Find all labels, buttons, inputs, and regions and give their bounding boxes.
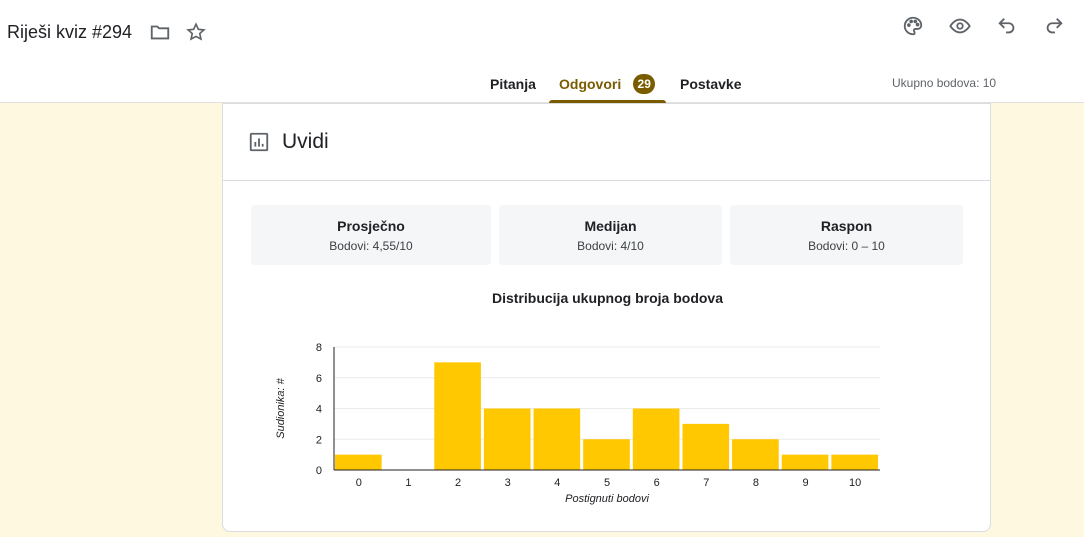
- chart-y-tick-label: 8: [316, 342, 322, 354]
- total-points: Ukupno bodova: 10: [892, 76, 997, 90]
- top-bar: Riješi kviz #294 Pitanja Odgovori 29: [0, 0, 1084, 103]
- stat-median-value: Bodovi: 4/10: [577, 238, 644, 253]
- chart-bar[interactable]: [583, 439, 630, 470]
- stat-range: Raspon Bodovi: 0 – 10: [730, 205, 963, 265]
- chart-bar[interactable]: [632, 408, 680, 471]
- score-distribution-chart: 0 2 4 6 8 0 1 2 3 4 5 6 7 8 9 10 Sudionika: # Postignu…: [275, 342, 880, 505]
- stat-median-label: Medijan: [584, 217, 637, 234]
- chart-x-tick-label: 9: [802, 477, 808, 489]
- tab-questions-label: Pitanja: [490, 75, 536, 92]
- insights-chart-icon: [248, 131, 270, 153]
- redo-icon[interactable]: [1042, 14, 1066, 38]
- insights-header: Uvidi: [223, 104, 990, 181]
- chart-y-ticks: 0 2 4 6 8: [316, 342, 322, 477]
- chart-y-axis-label: Sudionika: #: [275, 377, 287, 438]
- chart-y-tick-label: 0: [316, 465, 322, 477]
- stat-average: Prosječno Bodovi: 4,55/10: [251, 205, 491, 265]
- chart-x-tick-label: 5: [604, 477, 610, 489]
- tab-settings-label: Postavke: [680, 75, 742, 92]
- tab-questions[interactable]: Pitanja: [490, 66, 536, 103]
- chart-x-tick-label: 7: [703, 477, 709, 489]
- chart-y-tick-label: 6: [316, 373, 322, 385]
- title-row: Riješi kviz #294: [7, 20, 208, 44]
- star-icon[interactable]: [184, 20, 208, 44]
- chart-bar[interactable]: [483, 408, 531, 471]
- chart-bar[interactable]: [682, 423, 730, 470]
- chart-bar[interactable]: [434, 362, 481, 470]
- chart-x-tick-label: 2: [455, 477, 461, 489]
- stat-range-value: Bodovi: 0 – 10: [808, 238, 885, 253]
- chart-x-axis-label: Postignuti bodovi: [565, 493, 649, 505]
- stat-median: Medijan Bodovi: 4/10: [499, 205, 722, 265]
- insights-title: Uvidi: [282, 130, 329, 153]
- chart-x-tick-label: 1: [405, 477, 411, 489]
- toolbar-actions: [878, 14, 1066, 38]
- responses-count-badge: 29: [633, 73, 656, 94]
- chart-y-tick-label: 4: [316, 404, 322, 416]
- chart-bar[interactable]: [831, 454, 878, 470]
- chart-bar[interactable]: [533, 408, 581, 471]
- chart-x-tick-label: 3: [505, 477, 511, 489]
- tab-settings[interactable]: Postavke: [680, 66, 741, 103]
- chart-x-tick-label: 10: [849, 477, 861, 489]
- chart-bars: [335, 362, 878, 470]
- chart-x-tick-label: 8: [753, 477, 759, 489]
- eye-icon[interactable]: [948, 14, 972, 38]
- stats-row: Prosječno Bodovi: 4,55/10 Medijan Bodovi…: [251, 205, 963, 265]
- tab-responses-label: Odgovori: [559, 75, 622, 92]
- document-title[interactable]: Riješi kviz #294: [7, 21, 133, 42]
- chart-bar[interactable]: [732, 439, 779, 470]
- tab-responses[interactable]: Odgovori 29: [549, 66, 666, 103]
- tab-bar: Pitanja Odgovori 29 Postavke: [0, 66, 1084, 103]
- palette-icon[interactable]: [901, 14, 925, 38]
- stat-average-label: Prosječno: [337, 217, 405, 234]
- folder-icon[interactable]: [148, 20, 172, 44]
- chart-x-tick-label: 0: [356, 477, 362, 489]
- stat-range-label: Raspon: [820, 217, 873, 234]
- chart-bar[interactable]: [335, 454, 382, 470]
- chart-x-ticks: 0 1 2 3 4 5 6 7 8 9 10: [356, 477, 862, 489]
- undo-icon[interactable]: [995, 14, 1019, 38]
- chart-x-tick-label: 6: [654, 477, 660, 489]
- chart-bar[interactable]: [781, 454, 829, 470]
- stat-average-value: Bodovi: 4,55/10: [329, 238, 413, 253]
- chart-y-tick-label: 2: [316, 434, 322, 446]
- chart-grid: [334, 346, 880, 440]
- insights-card: Uvidi Prosječno Bodovi: 4,55/10 Medijan …: [222, 103, 991, 532]
- chart-x-tick-label: 4: [554, 477, 560, 489]
- chart-title: Distribucija ukupnog broja bodova: [491, 290, 723, 306]
